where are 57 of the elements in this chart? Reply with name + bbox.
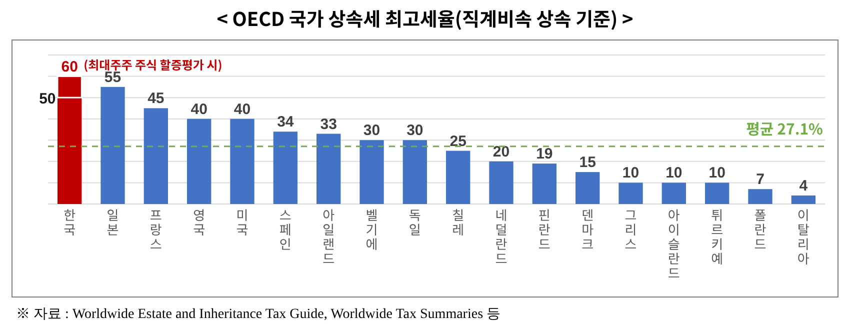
bar (186, 118, 212, 204)
x-tick-label: 미국 (236, 205, 248, 238)
x-tick-label: 칠레 (452, 205, 464, 238)
x-tick-label: 핀란드 (538, 205, 550, 253)
x-tick-label: 영국 (193, 205, 206, 238)
data-label: 40 (234, 100, 251, 118)
data-label: 4 (799, 177, 808, 194)
data-label: 20 (492, 143, 510, 160)
bar (575, 172, 600, 204)
x-tick-label: 한국 (64, 205, 76, 238)
text: ※ 자료 : Worldwide Estate and Inheritance Tax Guide, Worldwide Tax Summaries 등 (16, 307, 501, 322)
x-tick-label: 벨기에 (366, 205, 378, 253)
x-tick-label: 그리스 (624, 205, 637, 253)
data-label: 10 (708, 164, 726, 182)
data-label: 10 (666, 164, 682, 182)
total-label: 60 (61, 58, 78, 76)
x-tick-label: 튀르키예 (711, 205, 724, 268)
x-tick-label: 네덜란드 (495, 205, 508, 268)
x-tick-label: 폴란드 (754, 205, 766, 253)
chart-title: < OECD 국가 상속세 최고세율(직계비속 상속 기준) > (216, 5, 634, 32)
data-label: 30 (363, 122, 380, 140)
x-tick-label: 프랑스 (150, 205, 162, 253)
bar (532, 164, 557, 204)
data-label: 15 (579, 154, 596, 172)
x-tick-label: 덴마크 (582, 205, 594, 253)
data-label: 50 (39, 90, 56, 108)
bar (100, 86, 125, 204)
bar (791, 195, 816, 204)
x-tick-label: 아이슬란드 (668, 205, 680, 282)
bar (704, 182, 730, 204)
bar (446, 150, 470, 204)
bar (748, 189, 772, 204)
annotation: (최대주주 주식 할증평가 시) (84, 56, 222, 74)
bar (402, 140, 428, 204)
data-label: 19 (536, 146, 553, 163)
bar (230, 118, 254, 204)
bar (618, 182, 643, 204)
bar (489, 161, 514, 204)
bar (662, 182, 686, 204)
data-label: 33 (320, 116, 337, 133)
data-label: 7 (756, 171, 764, 188)
data-label: 34 (277, 114, 294, 131)
data-label: 40 (190, 100, 208, 118)
x-tick-label: 아일랜드 (322, 205, 335, 268)
data-label: 30 (406, 122, 424, 140)
x-tick-label: 스페인 (279, 205, 292, 253)
bar (144, 108, 168, 204)
x-tick-label: 독일 (408, 205, 421, 238)
x-tick-label: 이탈리아 (797, 205, 810, 268)
data-label: 45 (148, 90, 164, 108)
x-tick-label: 일본 (106, 205, 119, 238)
bar (273, 132, 298, 204)
bar (316, 134, 341, 204)
data-label: 10 (622, 164, 640, 182)
bar (360, 140, 384, 204)
data-label: 25 (450, 132, 466, 150)
ref-line-label: 평균 27.1% (746, 118, 823, 140)
